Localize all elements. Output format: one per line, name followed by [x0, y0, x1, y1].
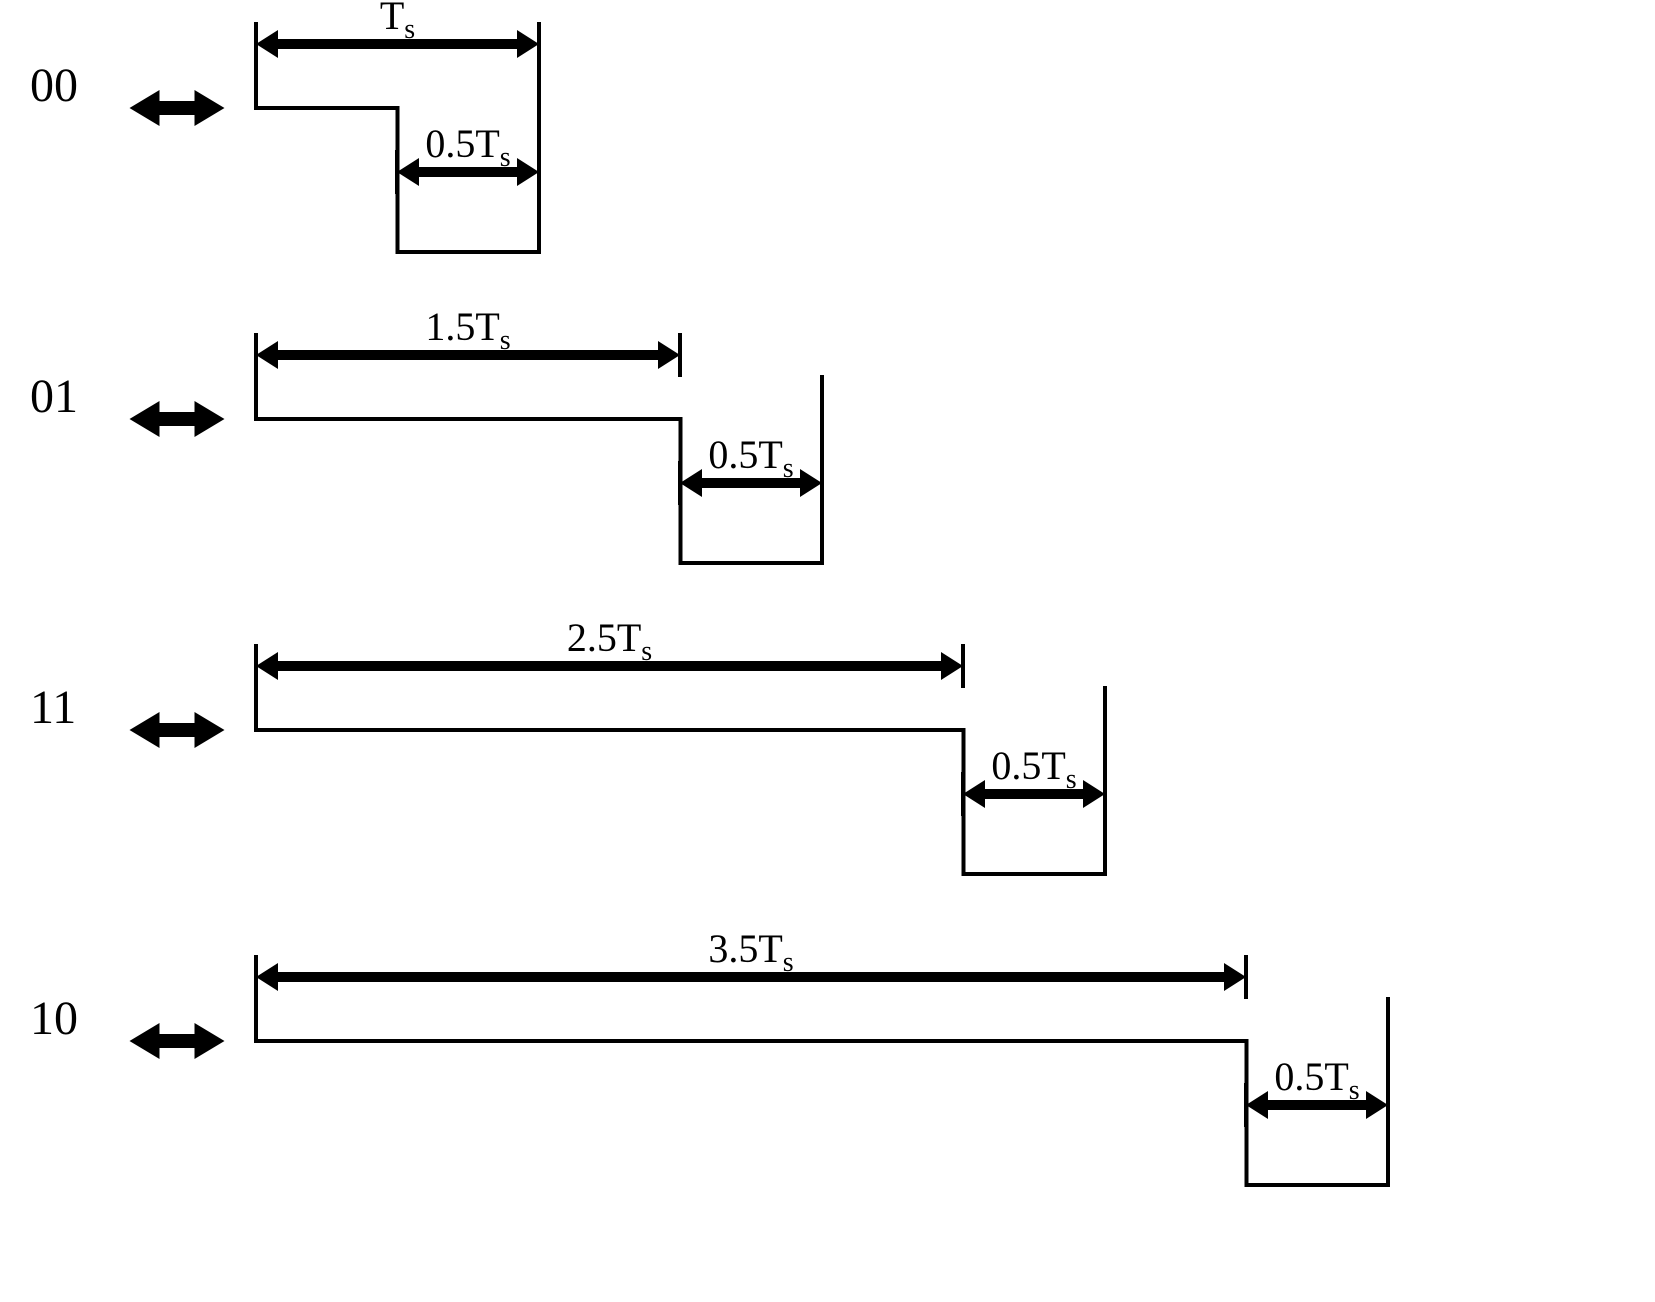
row-code-label: 10 [30, 991, 78, 1046]
dimension-label: Ts [298, 0, 498, 46]
dimension-label: 0.5Ts [651, 431, 851, 485]
double-arrow-icon [130, 1023, 225, 1059]
dimension-label: 3.5Ts [651, 925, 851, 979]
row-code-label: 00 [30, 58, 78, 113]
row-code-label: 11 [30, 680, 76, 735]
dimension-label: 0.5Ts [934, 742, 1134, 796]
double-arrow-icon [130, 90, 225, 126]
dimension-label: 0.5Ts [1217, 1053, 1417, 1107]
dimension-label: 1.5Ts [368, 303, 568, 357]
row-code-label: 01 [30, 369, 78, 424]
dimension-label: 2.5Ts [510, 614, 710, 668]
double-arrow-icon [130, 712, 225, 748]
double-arrow-icon [130, 401, 225, 437]
dimension-label: 0.5Ts [368, 120, 568, 174]
diagram-container: 00 Ts 0.5Ts 01 1.5Ts 0.5Ts 11 2.5Ts 0.5Ts 10 3.5Ts… [0, 0, 1655, 1302]
